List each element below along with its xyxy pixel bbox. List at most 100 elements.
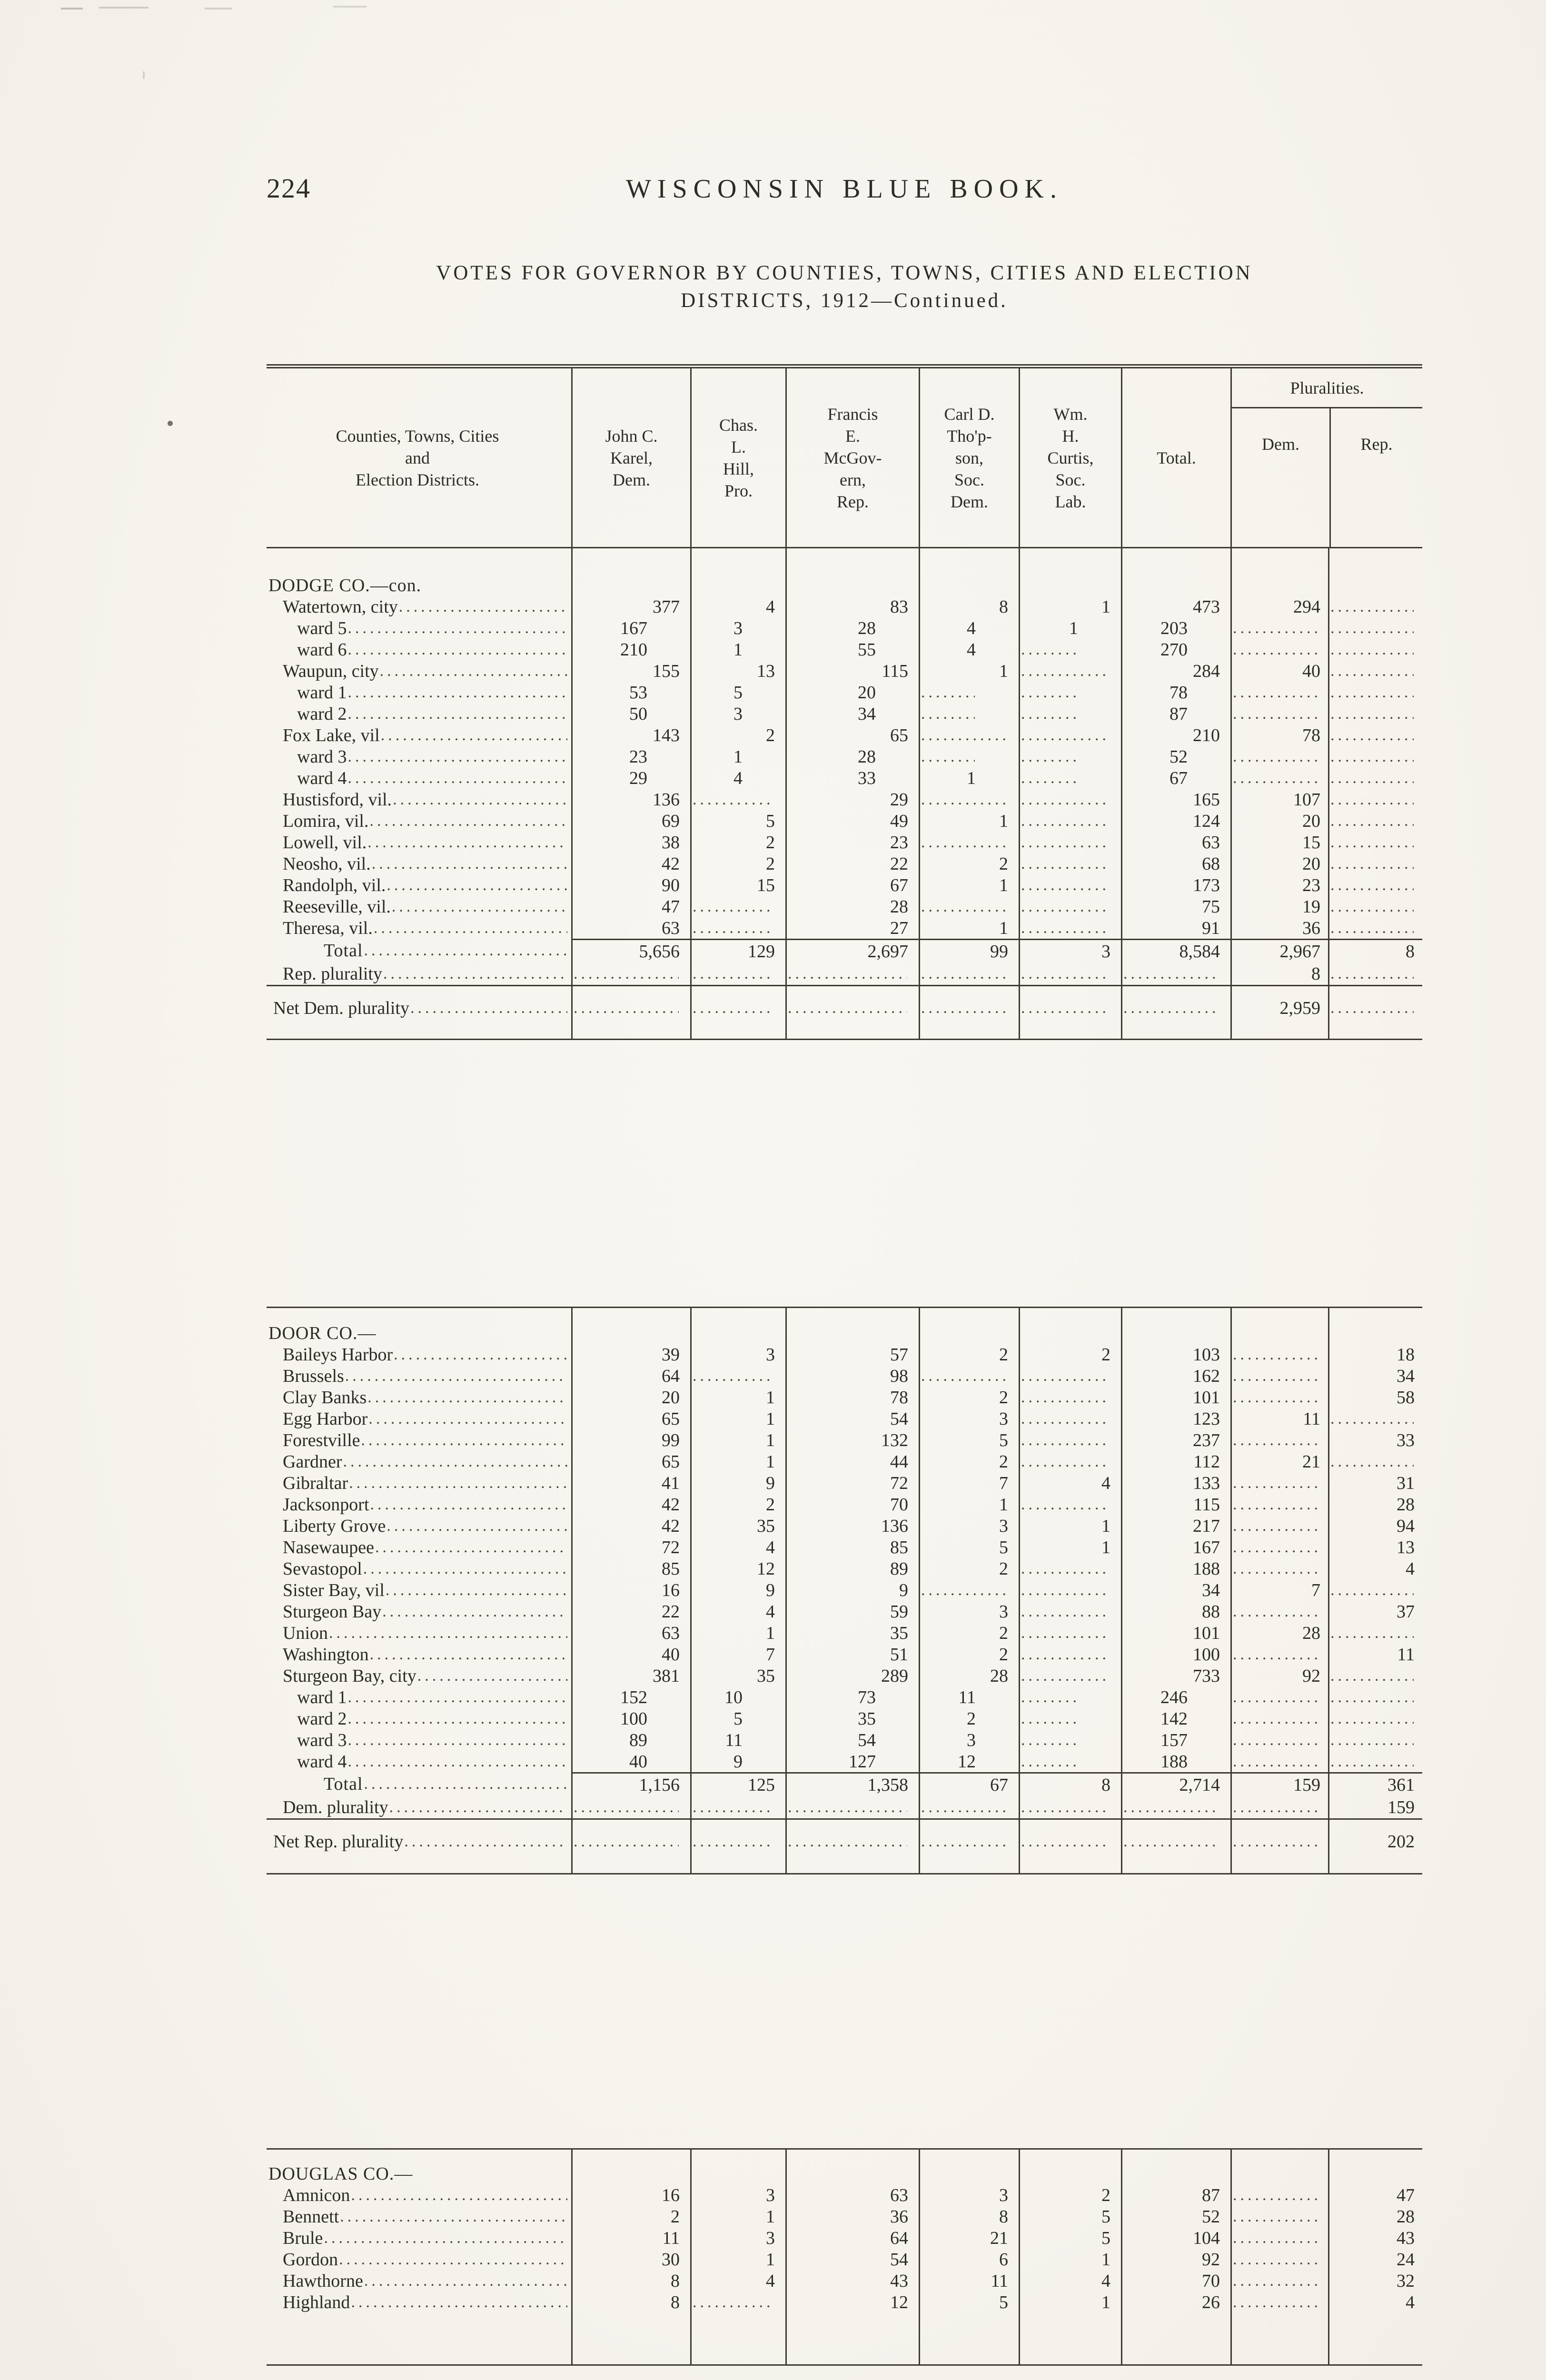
data-row: ward 3 89 11 54 3 157 <box>267 1729 1422 1751</box>
cell-value: 3 <box>999 1601 1008 1622</box>
cell-value: 34 <box>858 704 876 724</box>
cell-rep: 2,697 <box>785 939 919 962</box>
cell-pro: 3 <box>690 1344 785 1365</box>
cell-dem: 29 <box>571 767 690 789</box>
cell-value: 1 <box>766 1430 775 1450</box>
cell-plurality-rep: 31 <box>1328 1472 1422 1494</box>
cell-value: 1 <box>766 1408 775 1429</box>
cell-value: 78 <box>1302 725 1320 745</box>
cell-total: 68 <box>1121 853 1230 874</box>
cell-soc-dem: 8 <box>919 596 1019 617</box>
cell-value: 47 <box>662 896 680 917</box>
cell-rep: 12 <box>785 2291 919 2313</box>
cell-total: 52 <box>1121 746 1230 767</box>
cell-rep: 289 <box>785 1665 919 1686</box>
cell-value: 9 <box>766 1473 775 1493</box>
cell-plurality-dem <box>1230 575 1328 596</box>
cell-plurality-dem: 20 <box>1230 853 1328 874</box>
cell-value: 26 <box>1202 2292 1220 2312</box>
dot-leader <box>364 1775 567 1793</box>
row-label-cell: Sevastopol <box>267 1558 571 1579</box>
net-plurality-row: Net Rep. plurality 202 <box>267 1820 1422 1864</box>
data-row: ward 1 152 10 73 11 246 <box>267 1686 1422 1708</box>
cell-value: 75 <box>1202 896 1220 917</box>
cell-dem: 20 <box>571 1387 690 1408</box>
row-label: Jacksonport <box>283 1494 369 1515</box>
cell-plurality-dem <box>1230 682 1328 703</box>
cell-value: 16 <box>662 2185 680 2205</box>
row-label-cell: Union <box>267 1622 571 1644</box>
cell-value: 36 <box>1302 918 1320 938</box>
cell-pro: 3 <box>690 2227 785 2249</box>
cell-value: 65 <box>890 725 908 745</box>
cell-value: 78 <box>1169 682 1188 703</box>
dot-filler <box>1021 1688 1077 1706</box>
cell-soc-dem <box>919 703 1019 724</box>
row-label-cell: DOUGLAS CO.— <box>267 2163 571 2184</box>
cell-plurality-rep <box>1328 1322 1422 1344</box>
cell-dem: 377 <box>571 596 690 617</box>
cell-value: 4 <box>1101 1473 1110 1493</box>
cell-plurality-dem <box>1230 703 1328 724</box>
row-label-cell: Reeseville, vil. <box>267 896 571 917</box>
cell-soc-lab <box>1019 853 1121 874</box>
cell-value: 43 <box>890 2271 908 2291</box>
cell-value: 115 <box>882 661 908 681</box>
row-label-cell: Total <box>267 939 571 962</box>
dot-filler <box>1330 1753 1414 1771</box>
cell-dem: 167 <box>571 617 690 639</box>
cell-value: 63 <box>662 1623 680 1643</box>
cell-plurality-rep: 33 <box>1328 1429 1422 1451</box>
dot-filler <box>921 1367 1007 1385</box>
dot-filler <box>1330 876 1414 894</box>
cell-soc-dem: 4 <box>919 617 1019 639</box>
cell-value: 3 <box>766 2228 775 2248</box>
cell-soc-lab <box>1019 746 1121 767</box>
cell-soc-dem: 6 <box>919 2249 1019 2270</box>
dot-filler <box>1233 1431 1319 1449</box>
cell-plurality-dem <box>1230 1308 1328 1322</box>
cell-value: 63 <box>890 2185 908 2205</box>
cell-value: 3 <box>766 2185 775 2205</box>
cell-pro <box>690 986 785 1030</box>
dot-filler <box>1021 1710 1077 1728</box>
dot-filler <box>1021 684 1077 702</box>
dot-filler <box>693 1367 774 1385</box>
dot-filler <box>1330 1667 1414 1685</box>
data-row: ward 6 210 1 55 4 270 <box>267 639 1422 660</box>
cell-soc-lab <box>1019 1322 1121 1344</box>
cell-rep <box>785 575 919 596</box>
cell-soc-dem: 2 <box>919 1387 1019 1408</box>
cell-soc-dem: 1 <box>919 810 1019 832</box>
col-header-districts: Counties, Towns, Cities and Election Dis… <box>267 368 571 547</box>
cell-total: 101 <box>1121 1387 1230 1408</box>
cell-dem: 65 <box>571 1408 690 1429</box>
cell-soc-lab <box>1019 1494 1121 1515</box>
cell-rep: 35 <box>785 1622 919 1644</box>
cell-soc-dem <box>919 1365 1019 1387</box>
scan-artifact <box>99 7 149 9</box>
cell-dem <box>571 575 690 596</box>
cell-plurality-dem <box>1230 1820 1328 1864</box>
running-head: WISCONSIN BLUE BOOK. <box>626 174 1063 204</box>
cell-plurality-dem <box>1230 1796 1328 1818</box>
row-label-cell: Egg Harbor <box>267 1408 571 1429</box>
cell-dem: 40 <box>571 1644 690 1665</box>
cell-dem <box>571 1322 690 1344</box>
cell-total: 88 <box>1121 1601 1230 1622</box>
cell-plurality-rep <box>1328 660 1422 682</box>
dot-filler <box>1330 1710 1414 1728</box>
cell-value: 63 <box>1202 832 1220 853</box>
dot-filler <box>1233 1560 1319 1578</box>
cell-plurality-rep: 34 <box>1328 1365 1422 1387</box>
cell-value: 34 <box>1397 1366 1415 1386</box>
data-row: ward 4 40 9 127 12 188 <box>267 1751 1422 1772</box>
dot-filler <box>1330 812 1414 830</box>
row-label: Sevastopol <box>283 1558 362 1579</box>
row-label-cell: ward 4 <box>267 767 571 789</box>
dot-filler <box>1021 791 1110 809</box>
dot-filler <box>921 684 975 702</box>
cell-value: 1 <box>766 1387 775 1408</box>
cell-rep: 73 <box>785 1686 919 1708</box>
dot-leader <box>364 2272 567 2290</box>
